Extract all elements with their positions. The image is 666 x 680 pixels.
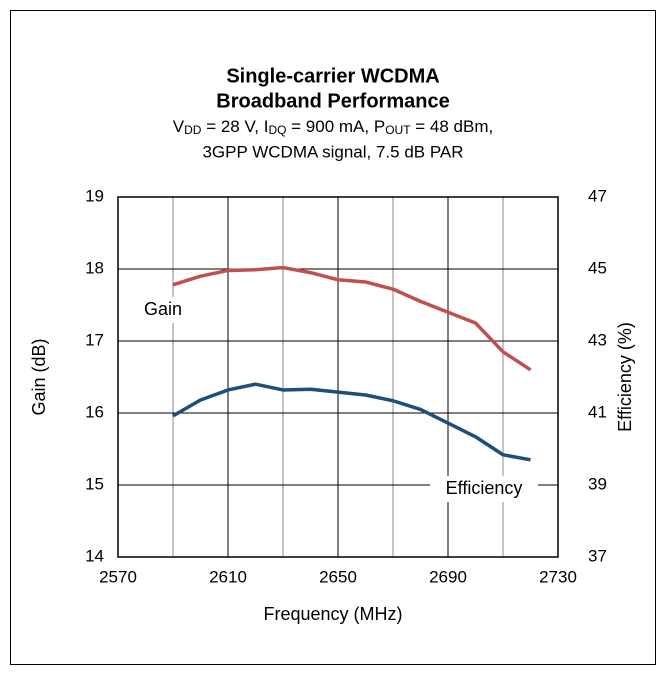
series-label: Gain	[144, 299, 182, 319]
x-tick-label: 2570	[99, 567, 137, 586]
plot-border	[117, 196, 559, 558]
subscript: DQ	[268, 123, 286, 137]
y-tick-label: 14	[85, 546, 104, 565]
subscript: OUT	[385, 123, 411, 137]
y2-axis-label: Efficiency (%)	[615, 322, 635, 432]
subtitle: VDD = 28 V, IDQ = 900 mA, POUT = 48 dBm,	[173, 117, 493, 137]
subtitle-part: = 900 mA, P	[286, 117, 385, 136]
y-axis-label: Gain (dB)	[29, 338, 49, 415]
y2-tick-label: 45	[588, 258, 607, 277]
y-tick-label: 18	[85, 258, 104, 277]
label-bg	[132, 297, 194, 323]
x-tick-label: 2610	[209, 567, 247, 586]
y-tick-label: 17	[85, 330, 104, 349]
line-series	[172, 382, 531, 462]
subtitle-part: V	[173, 117, 185, 136]
y-tick-label: 19	[85, 186, 104, 205]
y2-tick-label: 39	[588, 474, 607, 493]
subtitle-part: = 48 dBm,	[411, 117, 494, 136]
subtitle-part: = 28 V, I	[201, 117, 268, 136]
x-tick-label: 2650	[319, 567, 357, 586]
y2-tick-label: 47	[588, 186, 607, 205]
series-label: Efficiency	[446, 478, 523, 498]
x-tick-label: 2690	[429, 567, 467, 586]
y2-tick-label: 41	[588, 402, 607, 421]
chart-title: Single-carrier WCDMA	[226, 65, 439, 87]
y-tick-label: 16	[85, 402, 104, 421]
label-bg	[430, 476, 538, 502]
chart-title: Broadband Performance	[216, 90, 449, 112]
y2-tick-label: 43	[588, 330, 607, 349]
y-tick-label: 15	[85, 474, 104, 493]
y2-tick-label: 37	[588, 546, 607, 565]
x-axis-label: Frequency (MHz)	[263, 604, 402, 624]
subscript: DD	[184, 123, 202, 137]
x-tick-label: 2730	[539, 567, 577, 586]
subtitle: 3GPP WCDMA signal, 7.5 dB PAR	[202, 142, 463, 161]
line-series	[172, 265, 532, 372]
